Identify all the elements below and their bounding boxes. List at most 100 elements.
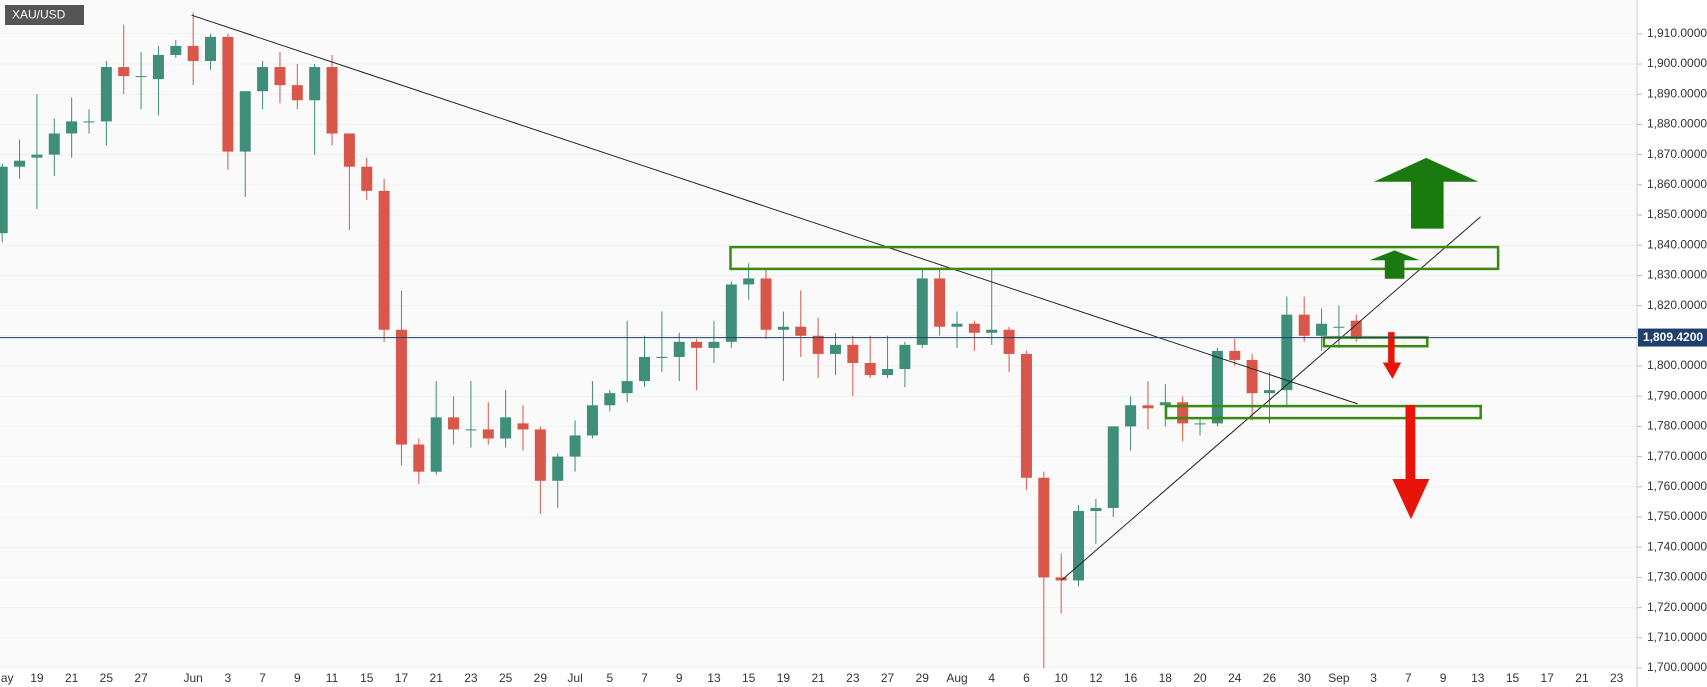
- candle-body: [1003, 329, 1015, 354]
- symbol-badge: [5, 5, 84, 25]
- candle-body: [482, 429, 494, 439]
- trend-line: [191, 14, 1358, 405]
- x-tick-label: 30: [1298, 671, 1312, 685]
- x-tick-label: Aug: [946, 671, 967, 685]
- x-tick-label: 10: [1054, 671, 1068, 685]
- candle-body: [621, 381, 633, 394]
- candle-body: [135, 76, 147, 78]
- x-tick-label: 5: [606, 671, 613, 685]
- x-tick-label: 17: [395, 671, 409, 685]
- candle-body: [864, 362, 876, 376]
- y-tick-label: 1,840.0000: [1647, 237, 1707, 251]
- candle-body: [1073, 510, 1085, 581]
- x-tick-label: Sep: [1328, 671, 1350, 685]
- candle-body: [691, 341, 703, 348]
- y-tick-label: 1,780.0000: [1647, 419, 1707, 433]
- y-tick-label: 1,880.0000: [1647, 117, 1707, 131]
- x-tick-label: 13: [707, 671, 721, 685]
- x-tick-label: 19: [30, 671, 44, 685]
- candle-body: [639, 356, 651, 382]
- candle-body: [1177, 402, 1189, 424]
- x-tick-label: 9: [676, 671, 683, 685]
- candle-body: [83, 121, 95, 123]
- candle-body: [0, 166, 8, 234]
- y-tick-label: 1,730.0000: [1647, 570, 1707, 584]
- x-tick-label: 19: [777, 671, 791, 685]
- candle-body: [708, 341, 720, 348]
- x-tick-label: 24: [1228, 671, 1242, 685]
- y-tick-label: 1,820.0000: [1647, 298, 1707, 312]
- x-tick-label: 9: [1440, 671, 1447, 685]
- x-tick-label: 17: [1541, 671, 1555, 685]
- candle-body: [1159, 402, 1171, 406]
- x-tick-label: 3: [225, 671, 232, 685]
- x-tick-label: 21: [1575, 671, 1589, 685]
- candle-body: [795, 326, 807, 336]
- x-tick-label: 25: [499, 671, 513, 685]
- candle-body: [882, 369, 894, 376]
- x-tick-label: 6: [1023, 671, 1030, 685]
- last-price-badge: [1638, 328, 1707, 347]
- x-tick-label: 20: [1193, 671, 1207, 685]
- y-tick-label: 1,800.0000: [1647, 358, 1707, 372]
- candle-body: [656, 356, 668, 358]
- candle-body: [1125, 405, 1137, 427]
- candles: [0, 12, 1362, 668]
- candle-body: [968, 323, 980, 333]
- trend-line: [1061, 216, 1481, 581]
- y-tick-label: 1,900.0000: [1647, 56, 1707, 70]
- arrow-down: [1382, 332, 1402, 379]
- x-tick-label: 21: [430, 671, 444, 685]
- y-tick-label: 1,860.0000: [1647, 177, 1707, 191]
- y-tick-label: 1,910.0000: [1647, 26, 1707, 40]
- x-tick-label: 18: [1159, 671, 1173, 685]
- x-tick-label: 15: [1506, 671, 1520, 685]
- candle-body: [916, 278, 928, 345]
- arrow-down: [1392, 405, 1430, 520]
- candle-body: [1038, 477, 1050, 578]
- x-tick-label: May: [0, 671, 14, 685]
- candle-body: [222, 36, 234, 152]
- candle-body: [1333, 326, 1345, 328]
- candle-body: [1350, 320, 1362, 339]
- candle-body: [743, 278, 755, 285]
- candle-body: [500, 417, 512, 439]
- x-tick-label: 7: [1405, 671, 1412, 685]
- candle-body: [986, 329, 998, 333]
- candle-body: [777, 326, 789, 330]
- candle-body: [552, 456, 564, 481]
- x-tick-label: 23: [464, 671, 478, 685]
- last-price-label: 1,809.4200: [1643, 330, 1703, 344]
- y-tick-label: 1,710.0000: [1647, 630, 1707, 644]
- x-tick-label: 16: [1124, 671, 1138, 685]
- candle-body: [586, 405, 598, 436]
- candle-body: [239, 91, 251, 152]
- resistance-box: [729, 245, 1500, 271]
- candle-body: [48, 133, 60, 155]
- candle-body: [1142, 405, 1154, 409]
- x-tick-label: 23: [1610, 671, 1624, 685]
- candle-body: [257, 67, 269, 92]
- candle-body: [1281, 314, 1293, 391]
- candle-body: [413, 444, 425, 472]
- y-tick-label: 1,890.0000: [1647, 86, 1707, 100]
- candle-body: [291, 85, 303, 101]
- annotations: [191, 14, 1500, 581]
- candle-body: [361, 166, 373, 191]
- x-tick-label: 13: [1471, 671, 1485, 685]
- candle-body: [534, 429, 546, 481]
- arrow-up: [1373, 157, 1479, 229]
- candle-body: [326, 67, 338, 134]
- x-tick-label: 29: [916, 671, 930, 685]
- candle-body: [152, 54, 164, 80]
- arrow-up: [1369, 250, 1420, 279]
- candle-body: [187, 45, 199, 62]
- candle-body: [100, 67, 112, 122]
- candle-body: [448, 417, 460, 430]
- candle-body: [1107, 426, 1119, 508]
- candle-body: [847, 344, 859, 363]
- y-tick-label: 1,700.0000: [1647, 660, 1707, 674]
- candle-body: [899, 344, 911, 370]
- candle-body: [66, 121, 78, 134]
- x-tick-label: Jun: [183, 671, 202, 685]
